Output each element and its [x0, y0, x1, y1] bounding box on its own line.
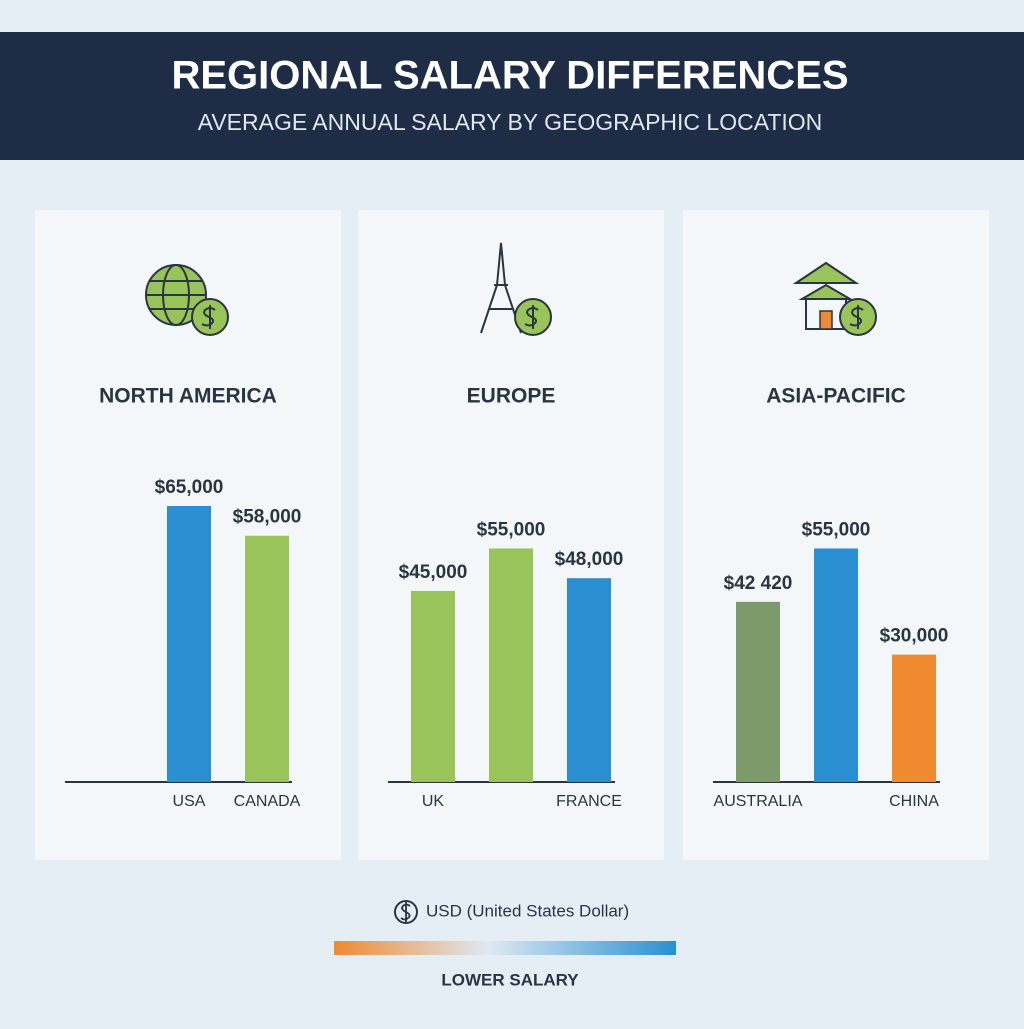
page-title: REGIONAL SALARY DIFFERENCES — [171, 54, 848, 98]
scale-label: LOWER SALARY — [441, 970, 579, 989]
currency-icon — [400, 902, 411, 922]
category-label: CHINA — [889, 793, 939, 810]
bar — [167, 506, 211, 782]
chart-title: NORTH AMERICA — [99, 385, 277, 408]
page-subtitle: AVERAGE ANNUAL SALARY BY GEOGRAPHIC LOCA… — [198, 109, 823, 135]
bar — [892, 654, 936, 782]
panels: NORTH AMERICA $65,000 USA $58,000 CANADA EURO… — [35, 210, 989, 860]
category-label: CANADA — [234, 793, 301, 810]
bar — [567, 578, 611, 782]
bar — [411, 590, 455, 782]
salary-gradient — [334, 941, 676, 955]
bar — [814, 548, 858, 782]
value-label: $65,000 — [155, 477, 224, 498]
value-label: $30,000 — [880, 626, 949, 647]
currency-label: USD (United States Dollar) — [426, 901, 629, 920]
icon — [480, 242, 522, 334]
chart-title: EUROPE — [467, 385, 556, 408]
value-label: $58,000 — [233, 507, 302, 528]
value-label: $45,000 — [399, 562, 468, 583]
chart-title: ASIA-PACIFIC — [766, 385, 906, 408]
category-label: UK — [422, 793, 445, 810]
header-band — [0, 32, 1024, 160]
bar — [489, 548, 533, 782]
value-label: $55,000 — [477, 519, 546, 540]
value-label: $55,000 — [802, 519, 871, 540]
icon — [849, 305, 864, 329]
category-label: USA — [173, 793, 206, 810]
bar — [245, 535, 289, 782]
currency-icon — [394, 900, 418, 924]
value-label: $48,000 — [555, 549, 624, 570]
icon — [201, 305, 216, 329]
value-label: $42 420 — [724, 573, 793, 594]
category-label: AUSTRALIA — [714, 793, 803, 810]
icon — [524, 305, 539, 329]
bar — [736, 601, 780, 782]
icon — [819, 310, 833, 330]
category-label: FRANCE — [556, 793, 622, 810]
